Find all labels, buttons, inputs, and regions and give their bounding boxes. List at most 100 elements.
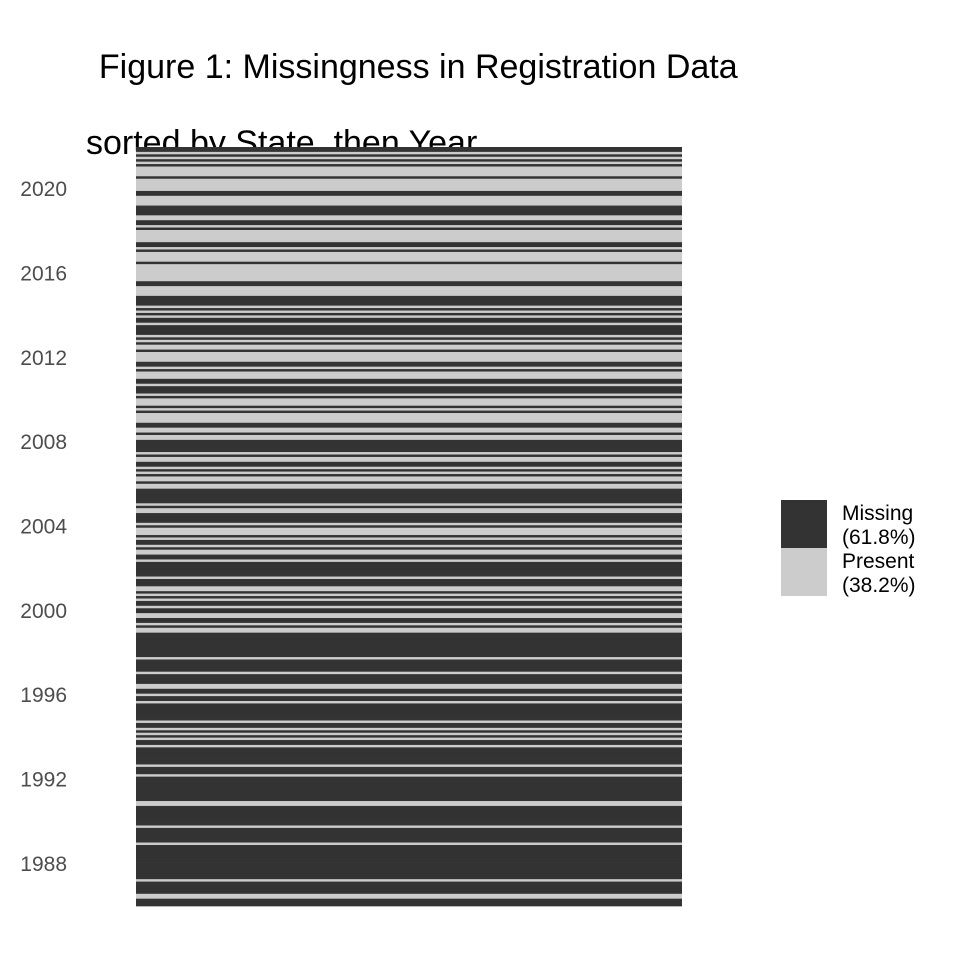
missing-row (136, 862, 682, 865)
missing-row (136, 793, 682, 797)
present-row (136, 727, 682, 731)
missing-row (136, 647, 682, 651)
missing-row (136, 369, 682, 372)
present-row (136, 373, 682, 377)
missing-row (136, 242, 682, 245)
legend-swatch-present (781, 548, 827, 596)
missing-row (136, 725, 682, 729)
missing-row (136, 781, 682, 785)
present-row (136, 483, 682, 487)
missing-row (136, 832, 682, 836)
y-tick-label: 2000 (20, 600, 67, 623)
missing-row (136, 395, 682, 399)
missing-row (136, 852, 682, 856)
present-row (136, 178, 682, 182)
missing-row (136, 574, 682, 577)
legend-label-present: Present (38.2%) (842, 550, 916, 597)
present-row (136, 530, 682, 533)
present-row (136, 239, 682, 243)
present-row (136, 522, 682, 526)
present-row (136, 427, 682, 431)
present-row (136, 334, 682, 338)
missing-row (136, 696, 682, 699)
missing-row (136, 495, 682, 499)
missing-row (136, 432, 682, 436)
present-row (136, 186, 682, 189)
missing-row (136, 837, 682, 841)
present-row (136, 251, 682, 255)
missing-row (136, 857, 682, 860)
missing-row (136, 298, 682, 302)
missing-row (136, 827, 682, 831)
missing-row (136, 815, 682, 819)
missing-row (136, 713, 682, 716)
present-row (136, 622, 682, 626)
missing-row (136, 578, 682, 582)
missing-row (136, 776, 682, 780)
present-row (136, 234, 682, 238)
missing-row (136, 261, 682, 265)
missing-row (136, 569, 682, 572)
missing-row (136, 320, 682, 324)
missing-row (136, 149, 682, 153)
present-row (136, 376, 682, 380)
present-row (136, 720, 682, 724)
present-row (136, 764, 682, 768)
present-row (136, 203, 682, 206)
present-row (136, 271, 682, 275)
missing-row (136, 637, 682, 641)
missing-row (136, 422, 682, 426)
missing-row (136, 884, 682, 887)
missing-row (136, 295, 682, 299)
present-row (136, 537, 682, 541)
present-row (136, 256, 682, 260)
missing-row (136, 591, 682, 594)
missing-row (136, 783, 682, 787)
missing-row (136, 164, 682, 167)
missing-row (136, 786, 682, 790)
missing-row (136, 554, 682, 558)
missing-row (136, 364, 682, 367)
missing-row (136, 220, 682, 224)
present-row (136, 510, 682, 514)
missing-row (136, 661, 682, 665)
present-row (136, 503, 682, 507)
missing-row (136, 874, 682, 878)
missing-row (136, 317, 682, 321)
missing-row (136, 464, 682, 468)
missing-row (136, 676, 682, 680)
missing-row (136, 342, 682, 346)
missing-row (136, 332, 682, 336)
present-row (136, 803, 682, 807)
missing-row (136, 642, 682, 646)
missing-row (136, 769, 682, 773)
missing-row (136, 823, 682, 826)
missing-row (136, 378, 682, 382)
missing-row (136, 212, 682, 216)
missing-row (136, 388, 682, 392)
missing-row (136, 488, 682, 492)
missing-row (136, 581, 682, 585)
missing-row (136, 547, 682, 551)
missing-row (136, 740, 682, 743)
missing-row (136, 566, 682, 570)
present-row (136, 434, 682, 438)
missing-row (136, 688, 682, 692)
present-row (136, 420, 682, 424)
present-row (136, 478, 682, 482)
present-row (136, 879, 682, 882)
present-row (136, 290, 682, 294)
missing-row (136, 281, 682, 285)
present-row (136, 613, 682, 616)
missing-row (136, 810, 682, 814)
present-row (136, 188, 682, 192)
present-row (136, 552, 682, 555)
missing-row (136, 542, 682, 546)
missing-row (136, 888, 682, 892)
present-row (136, 344, 682, 348)
present-row (136, 288, 682, 292)
missing-row (136, 439, 682, 443)
missing-row (136, 891, 682, 895)
missing-row (136, 742, 682, 746)
